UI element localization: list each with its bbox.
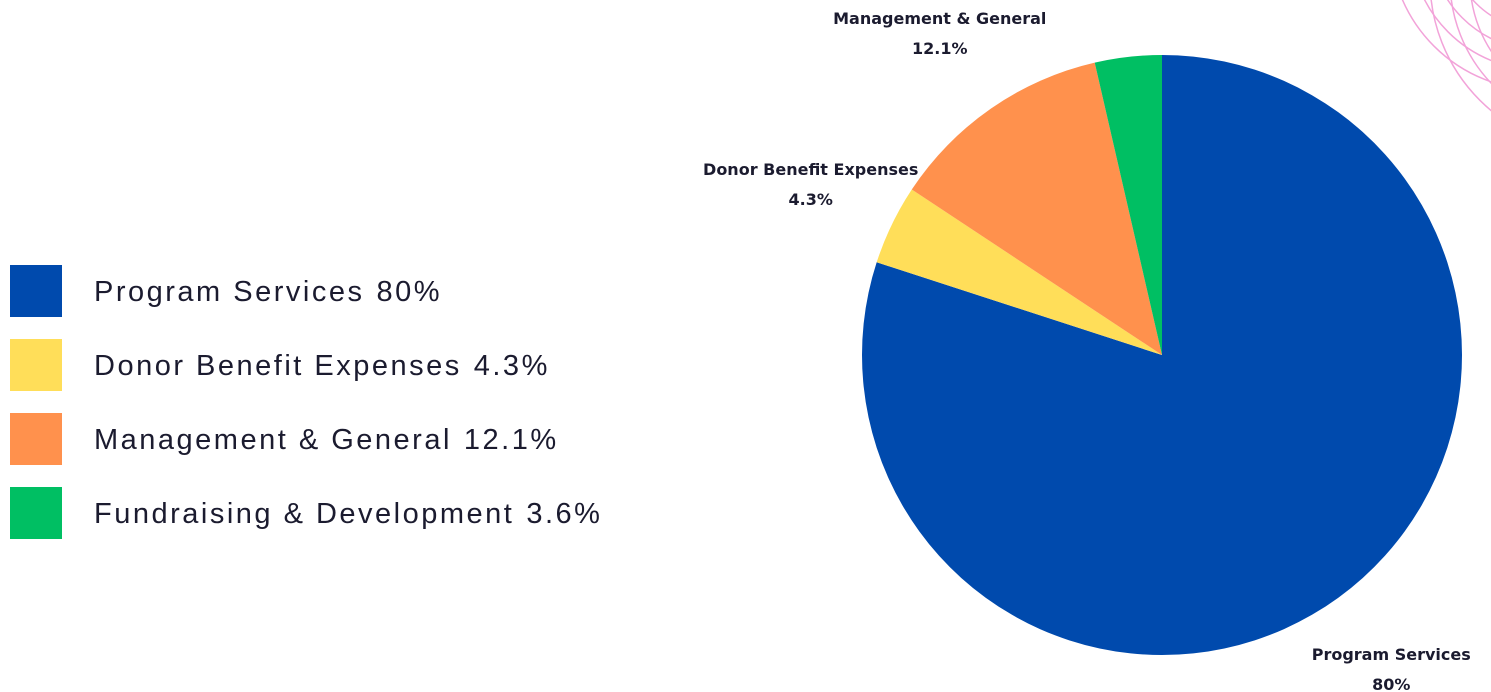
deco-arc [1390, 0, 1491, 90]
legend-swatch [10, 487, 62, 539]
slice-value-label: 12.1% [912, 39, 968, 58]
legend-label: Program Services [94, 276, 364, 308]
legend-swatch [10, 265, 62, 317]
page: Program Services 80% Donor Benefit Expense… [0, 0, 1491, 692]
legend-value: 80% [376, 276, 442, 308]
slice-label: Donor Benefit Expenses [703, 160, 918, 179]
legend-label: Management & General [94, 424, 452, 456]
legend-value: 4.3% [474, 350, 550, 382]
decoration [1390, 0, 1491, 150]
legend-swatch [10, 339, 62, 391]
legend-entry: Fundraising & Development 3.6% [94, 498, 602, 530]
legend-entry: Management & General 12.1% [94, 424, 559, 456]
legend-entry: Program Services 80% [94, 276, 442, 308]
legend-value: 3.6% [526, 498, 602, 530]
slice-label: Program Services [1312, 645, 1471, 664]
slice-value-label: 4.3% [789, 190, 833, 209]
legend-value: 12.1% [464, 424, 559, 456]
chart: Program Services 80% Donor Benefit Expense… [0, 0, 1491, 692]
legend-entry: Donor Benefit Expenses 4.3% [94, 350, 550, 382]
legend-label: Donor Benefit Expenses [94, 350, 462, 382]
legend-label: Fundraising & Development [94, 498, 514, 530]
slice-label: Management & General [833, 9, 1046, 28]
slice-value-label: 80% [1372, 675, 1410, 692]
legend-swatch [10, 413, 62, 465]
